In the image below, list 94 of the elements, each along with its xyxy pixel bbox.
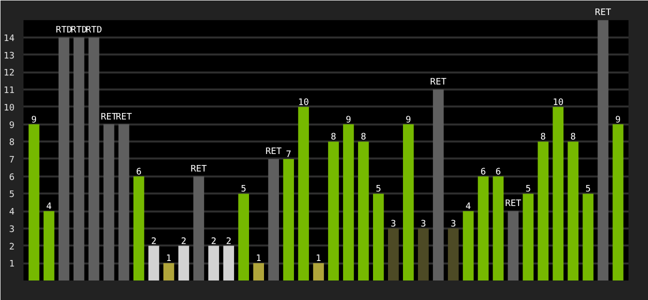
bar <box>388 228 399 280</box>
data-label: RET <box>190 164 208 174</box>
bar <box>103 124 114 280</box>
bar <box>462 211 474 280</box>
bar <box>238 194 250 280</box>
bar <box>133 176 144 280</box>
data-label: 2 <box>210 236 216 247</box>
bar <box>552 106 564 280</box>
data-label: 8 <box>570 132 576 143</box>
bar <box>402 124 414 280</box>
y-tick-label: 4 <box>9 208 15 218</box>
data-label: RET <box>505 199 522 210</box>
y-tick-label: 1 <box>9 260 15 270</box>
bar <box>582 194 594 280</box>
bar <box>448 228 459 280</box>
data-label: 5 <box>240 184 246 195</box>
y-tick-label: 11 <box>4 86 15 96</box>
y-tick-label: 6 <box>9 172 15 183</box>
data-label: RTD <box>56 25 72 36</box>
bar <box>148 246 160 280</box>
y-tick-label: 3 <box>9 224 15 235</box>
bar <box>208 246 220 280</box>
data-label: RET <box>116 112 133 122</box>
data-label: 6 <box>480 167 486 178</box>
bar <box>163 263 174 280</box>
bar <box>178 246 190 280</box>
bar <box>328 142 339 280</box>
data-label: 2 <box>226 236 232 247</box>
bar <box>283 158 294 280</box>
bar <box>522 194 534 280</box>
data-label: 1 <box>316 254 322 264</box>
bar <box>508 211 519 280</box>
data-label: 4 <box>466 202 471 212</box>
bar <box>432 90 444 280</box>
data-label: 10 <box>298 98 309 108</box>
data-label: 8 <box>360 132 366 143</box>
data-label: 9 <box>31 115 37 126</box>
bar <box>88 37 100 280</box>
data-label: 6 <box>136 167 142 178</box>
data-label: 5 <box>525 184 531 195</box>
y-tick-label: 12 <box>4 68 15 79</box>
bar <box>268 158 279 280</box>
data-label: 5 <box>585 184 591 195</box>
bar <box>373 194 384 280</box>
data-label: 8 <box>540 132 546 143</box>
bar <box>223 246 234 280</box>
data-label: RET <box>100 112 118 122</box>
bar <box>358 142 369 280</box>
bar <box>343 124 354 280</box>
bar <box>298 106 309 280</box>
data-label: 1 <box>256 254 262 264</box>
y-tick-label: 7 <box>9 155 15 166</box>
data-label: 3 <box>450 219 456 230</box>
data-label: 9 <box>615 115 621 126</box>
bar <box>28 124 40 280</box>
data-label: 4 <box>46 202 52 212</box>
bar <box>58 37 70 280</box>
y-tick-label: 9 <box>9 120 15 131</box>
data-label: RET <box>265 146 282 157</box>
bar <box>313 263 324 280</box>
bar <box>598 20 608 280</box>
data-label: RTD <box>70 25 88 36</box>
data-label: 10 <box>552 98 564 108</box>
data-label: 1 <box>166 254 172 264</box>
y-tick-label: 5 <box>9 190 15 200</box>
data-label: 7 <box>286 150 292 160</box>
bar <box>193 176 204 280</box>
y-tick-label: 14 <box>4 34 15 44</box>
data-label: 2 <box>151 236 156 247</box>
data-label: 2 <box>181 236 186 247</box>
bar <box>538 142 549 280</box>
y-tick-label: 13 <box>4 51 15 62</box>
data-label: RET <box>594 8 612 18</box>
data-label: RET <box>430 78 448 88</box>
y-tick-label: 2 <box>9 242 15 252</box>
data-label: 3 <box>420 219 426 230</box>
y-tick-label: 8 <box>9 138 15 148</box>
y-tick-label: 10 <box>4 103 15 114</box>
bar <box>492 176 504 280</box>
data-label: 6 <box>496 167 501 178</box>
bar <box>118 124 130 280</box>
bar <box>478 176 489 280</box>
bar <box>253 263 264 280</box>
bar <box>612 124 624 280</box>
data-label: 9 <box>406 115 412 126</box>
data-label: RTD <box>86 25 102 36</box>
data-label: 8 <box>330 132 336 143</box>
bar <box>568 142 578 280</box>
bar <box>44 211 54 280</box>
data-label: 9 <box>346 115 352 126</box>
data-label: 3 <box>390 219 396 230</box>
bar <box>418 228 429 280</box>
data-label: 5 <box>376 184 382 195</box>
bar <box>74 37 84 280</box>
